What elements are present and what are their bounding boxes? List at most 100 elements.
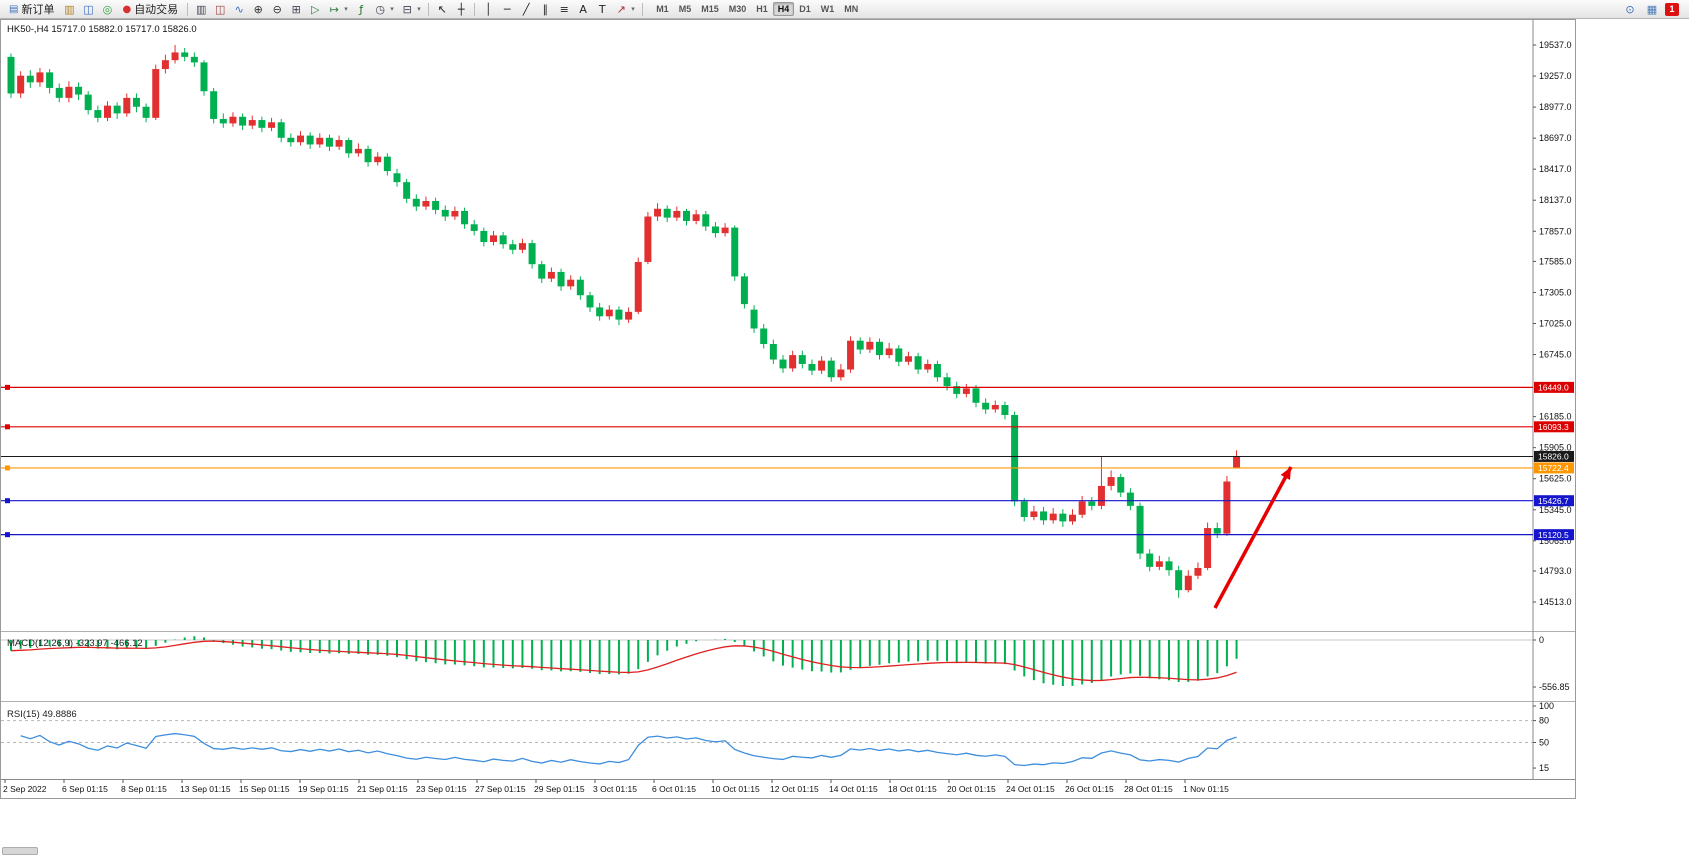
timeframe-m5[interactable]: M5: [678, 4, 692, 14]
data-window-icon[interactable]: ▦: [1646, 2, 1658, 16]
candle-body: [451, 210, 459, 217]
candle-body: [490, 235, 497, 243]
timeframe-h1[interactable]: H1: [756, 4, 768, 14]
line-handle[interactable]: [5, 498, 10, 504]
candle-body: [837, 369, 845, 378]
timeframe-mn[interactable]: MN: [844, 4, 859, 14]
candle-body: [982, 402, 990, 410]
profiles-icon[interactable]: ◫: [83, 2, 94, 16]
timeframe-d1[interactable]: D1: [799, 4, 811, 14]
market-watch-icon[interactable]: ◎: [102, 2, 113, 16]
line-handle[interactable]: [5, 424, 10, 430]
arrows-icon[interactable]: ↗: [616, 2, 626, 16]
auto-trading-button[interactable]: ● 自动交易: [117, 1, 183, 17]
time-axis-label: 28 Oct 01:15: [1124, 784, 1173, 794]
candle-body: [287, 137, 295, 143]
trend-arrow-head[interactable]: [1280, 467, 1291, 480]
candle-body: [1001, 404, 1009, 415]
notifications-badge[interactable]: 1: [1665, 2, 1679, 16]
candle-body: [36, 72, 44, 83]
new-order-button[interactable]: ▤ 新订单: [4, 1, 59, 17]
line-handle[interactable]: [5, 532, 10, 538]
horizontal-scrollbar-thumb[interactable]: [2, 847, 38, 855]
periods-icon-dropdown[interactable]: ▾: [390, 6, 394, 13]
line-handle[interactable]: [5, 465, 10, 471]
candle-body: [924, 363, 932, 370]
chart-shift-icon[interactable]: ↦: [329, 2, 339, 16]
candle-body: [798, 355, 806, 364]
price-axis-label: 17025.0: [1539, 319, 1572, 329]
timeframe-h4[interactable]: H4: [772, 2, 795, 16]
zoom-out-icon[interactable]: ⊖: [272, 2, 282, 16]
horizontal-line-icon[interactable]: ─: [503, 2, 511, 16]
candlestick-series: [7, 45, 1241, 598]
time-axis-label: 20 Oct 01:15: [947, 784, 996, 794]
indicators-icon[interactable]: ƒ: [359, 2, 364, 16]
price-axis-label: 19537.0: [1539, 40, 1572, 50]
candle-body: [615, 309, 623, 320]
crosshair-icon[interactable]: ┼: [457, 2, 465, 16]
chart-canvas[interactable]: 19537.0 19257.0 18977.0 18697.0 18417.0 18137…: [1, 20, 1575, 798]
trendline-icon[interactable]: ╱: [522, 2, 530, 16]
text-label-icon[interactable]: T: [598, 2, 606, 16]
price-marker-box: [1534, 381, 1574, 393]
time-axis-label: 6 Oct 01:15: [652, 784, 696, 794]
time-axis-label: 14 Oct 01:15: [829, 784, 878, 794]
search-icon[interactable]: ⊙: [1625, 2, 1635, 16]
candle-body: [1030, 511, 1038, 517]
candle-body: [239, 116, 247, 126]
candle-body: [200, 62, 208, 92]
text-icon[interactable]: A: [579, 2, 587, 16]
rsi-scale-label: 100: [1539, 701, 1554, 711]
periods-icon[interactable]: ◷: [375, 2, 385, 16]
candle-body: [268, 122, 276, 128]
toolbar-separator: [187, 2, 189, 16]
line-chart-icon[interactable]: ∿: [234, 2, 244, 16]
candle-body: [962, 388, 970, 394]
cursor-icon[interactable]: ↖: [437, 2, 447, 16]
candlestick-chart-icon[interactable]: ◫: [214, 2, 226, 16]
candle-body: [1175, 570, 1183, 591]
price-marker-label: 15722.4: [1538, 463, 1569, 473]
rsi-label: RSI(15) 49.8886: [7, 709, 77, 720]
zoom-in-icon[interactable]: ⊕: [253, 2, 263, 16]
candle-body: [364, 148, 372, 163]
timeframe-m15[interactable]: M15: [701, 4, 719, 14]
candle-body: [634, 261, 642, 312]
time-axis-label: 13 Sep 01:15: [180, 784, 231, 794]
timeframe-w1[interactable]: W1: [820, 4, 835, 14]
arrows-icon-dropdown[interactable]: ▾: [631, 6, 635, 13]
toolbar: ▤ 新订单 ▥ ◫ ◎ ● 自动交易 ▥ ◫ ∿ ⊕ ⊖ ⊞ ▷ ↦ ▾ ƒ ◷ ▾ ⊟ ▾ ↖ ┼ │ ─ ╱ ∥ ≡ A T ↗ ▾ M1 M…: [0, 0, 1689, 19]
templates-icon-dropdown[interactable]: ▾: [417, 6, 421, 13]
candle-body: [760, 328, 768, 345]
candle-body: [1146, 553, 1154, 567]
channel-icon[interactable]: ∥: [542, 2, 548, 16]
timeframe-m1[interactable]: M1: [656, 4, 669, 14]
bar-chart-icon[interactable]: ▥: [195, 2, 207, 16]
chart-window-hk50-h4[interactable]: 19537.0 19257.0 18977.0 18697.0 18417.0 18137…: [0, 19, 1576, 799]
timeframe-m30[interactable]: M30: [728, 4, 747, 14]
time-axis-label: 27 Sep 01:15: [475, 784, 526, 794]
candle-body: [528, 243, 536, 265]
time-axis-label: 23 Sep 01:15: [416, 784, 467, 794]
candle-body: [345, 140, 353, 154]
tile-windows-icon[interactable]: ⊞: [291, 2, 301, 16]
chart-shift-icon-dropdown[interactable]: ▾: [344, 6, 348, 13]
price-marker-label: 16093.3: [1538, 422, 1569, 432]
candle-body: [1194, 567, 1202, 576]
charts-window-icon[interactable]: ▥: [64, 2, 75, 16]
new-order-icon: ▤: [9, 3, 19, 15]
candle-body: [248, 120, 256, 126]
candle-body: [1040, 511, 1048, 521]
fibonacci-icon[interactable]: ≡: [559, 2, 569, 16]
templates-icon[interactable]: ⊟: [402, 2, 412, 16]
vertical-line-icon[interactable]: │: [484, 2, 492, 16]
trend-arrow[interactable]: [1213, 466, 1293, 609]
candle-body: [673, 210, 681, 218]
candle-body: [152, 69, 160, 118]
price-marker-label: 16449.0: [1538, 383, 1569, 393]
line-handle[interactable]: [5, 384, 10, 390]
auto-scroll-icon[interactable]: ▷: [310, 2, 320, 16]
time-axis-label: 24 Oct 01:15: [1006, 784, 1055, 794]
candle-body: [26, 75, 34, 83]
